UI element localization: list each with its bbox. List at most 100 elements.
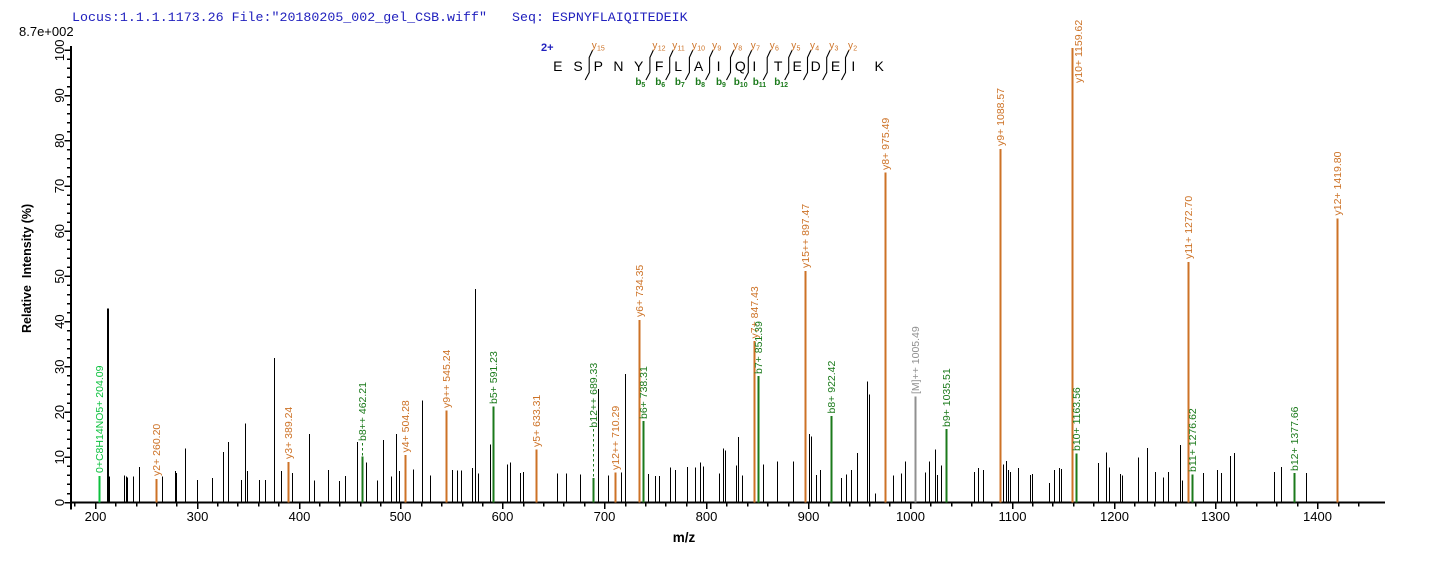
svg-text:I: I [717,58,721,74]
svg-text:1300: 1300 [1201,509,1230,524]
svg-text:500: 500 [390,509,412,524]
svg-text:y: y [829,41,834,52]
svg-text:8: 8 [738,46,742,53]
svg-text:300: 300 [187,509,209,524]
svg-text:11: 11 [678,46,685,53]
svg-text:20: 20 [52,405,67,419]
svg-text:10: 10 [697,46,705,53]
svg-text:1100: 1100 [999,509,1027,524]
svg-text:y: y [733,41,738,52]
svg-text:y11+ 1272.70: y11+ 1272.70 [1183,196,1195,259]
svg-text:D: D [811,58,821,74]
svg-text:90: 90 [52,88,67,102]
svg-text:y: y [751,41,756,52]
svg-text:y: y [672,41,677,52]
svg-text:I: I [851,58,855,74]
svg-text:Relative Intensity (%): Relative Intensity (%) [20,204,34,333]
svg-text:y: y [810,41,815,52]
svg-text:700: 700 [594,509,616,524]
svg-text:6: 6 [661,82,665,89]
svg-text:6: 6 [775,46,779,53]
svg-text:Q: Q [735,58,746,74]
svg-text:2: 2 [853,46,857,53]
svg-text:b: b [695,77,701,88]
svg-text:I: I [752,58,756,74]
svg-text:b11+ 1276.62: b11+ 1276.62 [1187,408,1199,472]
svg-text:y6+ 734.35: y6+ 734.35 [634,265,646,317]
svg-text:9: 9 [722,82,726,89]
svg-text:S: S [573,58,582,74]
svg-text:b: b [753,77,759,88]
svg-text:12: 12 [658,46,666,53]
svg-text:Seq: ESPNYFLAIQITEDEIK: Seq: ESPNYFLAIQITEDEIK [512,10,688,25]
svg-text:30: 30 [52,360,67,374]
svg-text:b12+ 1377.66: b12+ 1377.66 [1289,406,1301,471]
svg-text:b8++ 462.21: b8++ 462.21 [357,382,369,441]
svg-text:b9+ 1035.51: b9+ 1035.51 [941,368,953,427]
svg-text:P: P [594,58,603,74]
svg-text:60: 60 [52,224,67,238]
svg-text:400: 400 [289,509,311,524]
svg-text:5: 5 [641,82,645,89]
svg-text:9: 9 [717,46,721,53]
svg-text:11: 11 [759,82,767,89]
svg-text:5: 5 [797,46,801,53]
svg-text:m/z: m/z [673,530,696,545]
svg-text:7: 7 [756,46,760,53]
svg-text:y: y [692,41,697,52]
svg-text:7: 7 [681,82,685,89]
svg-text:F: F [655,58,664,74]
svg-text:100: 100 [52,39,67,61]
svg-text:A: A [694,58,704,74]
svg-text:y: y [592,41,597,52]
svg-text:E: E [793,58,802,74]
svg-text:y: y [652,41,657,52]
svg-text:70: 70 [52,179,67,193]
svg-text:[M]++ 1005.49: [M]++ 1005.49 [910,326,922,394]
svg-text:b12++ 689.33: b12++ 689.33 [588,363,600,428]
svg-text:4: 4 [815,46,819,53]
svg-text:8.7e+002: 8.7e+002 [19,24,74,39]
svg-text:b: b [635,77,641,88]
svg-text:y9+ 1088.57: y9+ 1088.57 [995,88,1007,146]
svg-text:y: y [791,41,796,52]
svg-text:T: T [774,58,783,74]
svg-text:b: b [774,77,780,88]
svg-text:b: b [675,77,681,88]
svg-text:y9++ 545.24: y9++ 545.24 [441,349,453,408]
svg-text:K: K [875,58,885,74]
svg-text:15: 15 [597,46,605,53]
svg-text:800: 800 [696,509,718,524]
svg-text:3: 3 [835,46,839,53]
svg-text:10: 10 [52,450,67,464]
svg-text:b: b [734,77,740,88]
svg-text:y5+ 633.31: y5+ 633.31 [531,395,543,447]
svg-text:50: 50 [52,269,67,283]
svg-text:40: 40 [52,314,67,328]
svg-text:b7+ 851.39: b7+ 851.39 [753,321,765,374]
svg-text:Locus:1.1.1.1173.26 File:"2018: Locus:1.1.1.1173.26 File:"20180205_002_g… [72,10,487,25]
svg-text:y12++ 710.29: y12++ 710.29 [610,406,622,470]
svg-text:10: 10 [740,82,748,89]
svg-text:1000: 1000 [896,509,925,524]
svg-text:0+C8H14NO5+ 204.09: 0+C8H14NO5+ 204.09 [94,365,106,473]
svg-text:b10+ 1163.56: b10+ 1163.56 [1071,387,1083,451]
svg-text:y: y [770,41,775,52]
svg-text:900: 900 [798,509,820,524]
svg-text:y12+ 1419.80: y12+ 1419.80 [1332,151,1344,215]
svg-text:600: 600 [492,509,514,524]
svg-text:N: N [613,58,623,74]
svg-text:b: b [655,77,661,88]
svg-text:1200: 1200 [1100,509,1129,524]
svg-text:200: 200 [85,509,107,524]
svg-text:1400: 1400 [1303,509,1332,524]
svg-text:E: E [831,58,840,74]
svg-text:y4+ 504.28: y4+ 504.28 [400,400,412,452]
svg-text:y8+ 975.49: y8+ 975.49 [880,118,892,170]
svg-text:8: 8 [701,82,705,89]
svg-text:y2+ 260.20: y2+ 260.20 [151,424,163,476]
svg-text:y7+ 847.43: y7+ 847.43 [749,286,761,338]
svg-text:2+: 2+ [541,42,554,54]
svg-text:b6+ 738.31: b6+ 738.31 [638,366,650,419]
svg-text:y10+ 1159.62: y10+ 1159.62 [1073,20,1085,83]
